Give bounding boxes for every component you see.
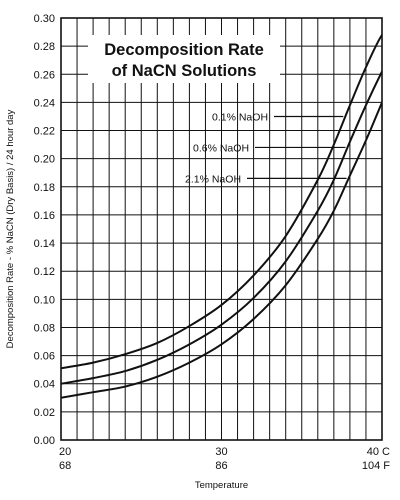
y-tick-label: 0.30 — [34, 13, 55, 25]
x-axis-title: Temperature — [195, 480, 248, 491]
series-line — [61, 99, 382, 399]
series-label: 0.6% NaOH — [193, 142, 249, 154]
y-tick-label: 0.12 — [34, 266, 55, 278]
series-lines — [61, 33, 382, 399]
y-tick-label: 0.22 — [34, 126, 55, 138]
x-tick-label-fahrenheit: 104 F — [362, 460, 390, 472]
y-tick-label: 0.16 — [34, 210, 55, 222]
chart-title: Decomposition Rate — [104, 41, 264, 59]
y-tick-labels: 0.00 0.02 0.04 0.06 0.08 0.10 0.12 0.14 0.16 0.18… — [34, 13, 55, 447]
y-tick-label: 0.06 — [34, 351, 55, 363]
x-tick-labels: 20 68 30 86 40 C 104 F — [59, 446, 390, 472]
y-tick-label: 0.02 — [34, 407, 55, 419]
y-tick-label: 0.18 — [34, 182, 55, 194]
y-tick-label: 0.28 — [34, 41, 55, 53]
series-line — [61, 33, 382, 370]
plot-frame — [60, 17, 383, 441]
y-axis-title: Decomposition Rate - % NaCN (Dry Basis) … — [5, 109, 16, 348]
y-tick-label: 0.08 — [34, 322, 55, 334]
y-tick-label: 0.26 — [34, 69, 55, 81]
y-tick-label: 0.00 — [34, 435, 55, 447]
title-background — [88, 35, 280, 83]
y-tick-label: 0.04 — [34, 379, 55, 391]
series-line — [61, 69, 382, 385]
y-tick-label: 0.20 — [34, 154, 55, 166]
title-box: Decomposition Rate of NaCN Solutions — [88, 35, 280, 83]
x-tick-label-celsius: 30 — [215, 446, 227, 458]
x-tick-label-fahrenheit: 68 — [59, 460, 71, 472]
y-tick-label: 0.24 — [34, 97, 55, 109]
chart-subtitle: of NaCN Solutions — [112, 62, 257, 80]
series-labels: 0.1% NaOH 0.6% NaOH 2.1% NaOH — [185, 111, 347, 185]
y-tick-label: 0.14 — [34, 238, 55, 250]
grid — [61, 18, 382, 440]
x-tick-label-celsius: 20 — [59, 446, 71, 458]
x-tick-label-fahrenheit: 86 — [215, 460, 227, 472]
x-tick-label-celsius: 40 C — [367, 446, 390, 458]
series-label: 0.1% NaOH — [212, 111, 268, 123]
y-tick-label: 0.10 — [34, 294, 55, 306]
series-label: 2.1% NaOH — [185, 173, 241, 185]
